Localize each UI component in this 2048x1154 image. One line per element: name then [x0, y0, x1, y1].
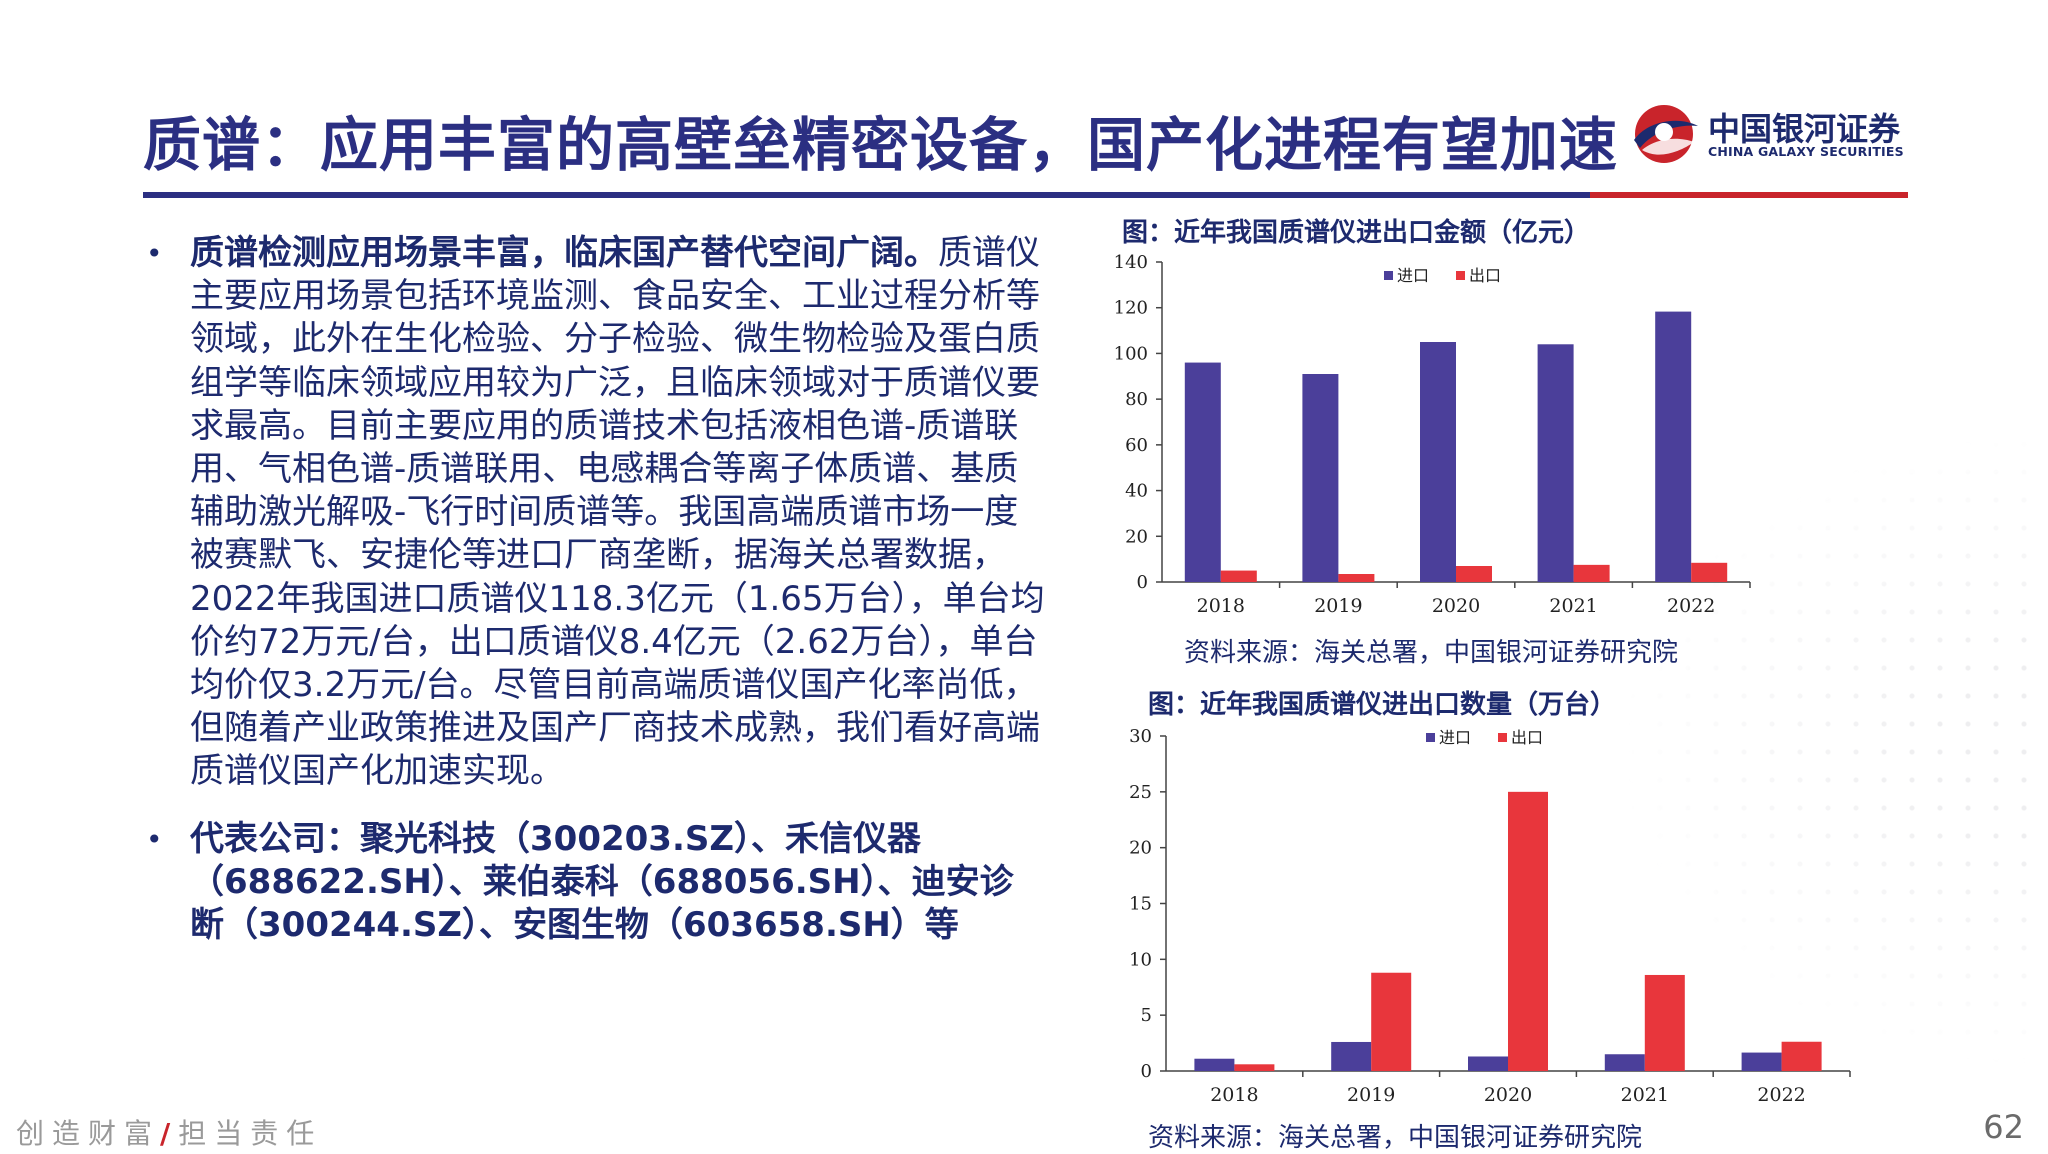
y-tick-label: 60 [1125, 435, 1148, 456]
bar-import [1302, 374, 1339, 582]
slogan-right: 担当责任 [178, 1117, 323, 1150]
x-tick-label: 2020 [1432, 595, 1480, 617]
y-tick-label: 20 [1125, 526, 1148, 547]
bar-export [1644, 974, 1685, 1071]
y-tick-label: 120 [1114, 298, 1148, 319]
y-tick-label: 100 [1114, 343, 1148, 364]
page-number: 62 [1983, 1108, 2024, 1146]
x-tick-label: 2022 [1667, 595, 1715, 617]
bar-import [1741, 1052, 1782, 1071]
logo-chinese-name: 中国银河证券 [1708, 110, 1901, 148]
y-tick-label: 10 [1129, 949, 1152, 970]
chart-import-export-value: 0 20 40 60 80 100 120 140 2018 2019 2020 2021 2022 进口… [1114, 252, 1751, 617]
bullet-lead: 质谱检测应用场景丰富，临床国产替代空间广阔。 [190, 233, 938, 273]
y-tick-label: 15 [1129, 894, 1152, 915]
bar-export [1781, 1041, 1822, 1071]
legend-label: 出口 [1469, 266, 1501, 285]
bar-import [1184, 362, 1221, 582]
legend-label: 进口 [1439, 728, 1471, 747]
x-tick-label: 2018 [1210, 1084, 1258, 1106]
y-tick-label: 0 [1137, 572, 1148, 593]
bar-import [1604, 1054, 1645, 1071]
y-tick-label: 0 [1141, 1061, 1152, 1082]
x-tick-label: 2019 [1347, 1084, 1395, 1106]
bullet-point: • 质谱检测应用场景丰富，临床国产替代空间广阔。质谱仪主要应用场景包括环境监测、… [146, 232, 1046, 794]
bar-export [1338, 574, 1375, 582]
legend-swatch-export [1498, 733, 1507, 742]
galaxy-logo-icon [1634, 105, 1698, 163]
main-text-block: • 质谱检测应用场景丰富，临床国产替代空间广阔。质谱仪主要应用场景包括环境监测、… [146, 232, 1046, 947]
legend-label: 出口 [1511, 728, 1543, 747]
bar-export [1234, 1064, 1275, 1071]
bar-import [1655, 311, 1692, 582]
slogan-divider: / [160, 1117, 179, 1150]
x-tick-label: 2018 [1197, 595, 1245, 617]
bullet-point: • 代表公司：聚光科技（300203.SZ）、禾信仪器（688622.SH）、莱… [146, 818, 1046, 948]
bar-export [1220, 570, 1257, 582]
x-tick-label: 2022 [1757, 1084, 1805, 1106]
legend-swatch-export [1456, 271, 1465, 280]
bar-import [1194, 1058, 1235, 1071]
bar-import [1331, 1041, 1372, 1071]
chart-import-export-quantity: 0 5 10 15 20 25 30 2018 2019 2020 2021 2022 进口 出口 [1129, 726, 1851, 1106]
bullet-lead: 代表公司：聚光科技（300203.SZ）、禾信仪器（688622.SH）、莱伯泰… [190, 818, 1014, 946]
legend-swatch-import [1384, 271, 1393, 280]
legend-swatch-import [1426, 733, 1435, 742]
y-tick-label: 30 [1129, 726, 1152, 747]
company-logo: 中国银河证券 CHINA GALAXY SECURITIES [1628, 100, 1918, 170]
y-tick-label: 25 [1129, 782, 1152, 803]
bar-export [1456, 566, 1492, 582]
y-tick-label: 140 [1114, 252, 1148, 273]
logo-english-name: CHINA GALAXY SECURITIES [1708, 144, 1904, 159]
bullet-icon: • [146, 237, 163, 270]
slide-title: 质谱：应用丰富的高壁垒精密设备，国产化进程有望加速 [143, 111, 1619, 179]
bullet-icon: • [146, 822, 163, 856]
y-tick-label: 5 [1141, 1005, 1152, 1026]
slogan-left: 创造财富 [16, 1117, 161, 1150]
y-tick-label: 40 [1125, 481, 1148, 502]
bar-export [1691, 562, 1728, 582]
x-tick-label: 2021 [1621, 1084, 1669, 1106]
chart-source-value: 资料来源：海关总署，中国银河证券研究院 [1184, 638, 1679, 668]
chart-source-quantity: 资料来源：海关总署，中国银河证券研究院 [1148, 1123, 1643, 1153]
footer-slogan: 创造财富/担当责任 [16, 1112, 322, 1152]
x-tick-label: 2020 [1484, 1084, 1532, 1106]
legend-label: 进口 [1397, 266, 1429, 285]
y-tick-label: 80 [1125, 389, 1148, 410]
x-tick-label: 2019 [1314, 595, 1362, 617]
x-tick-label: 2021 [1549, 595, 1597, 617]
bar-import [1420, 342, 1456, 582]
bar-export [1573, 564, 1610, 582]
bullet-body: 质谱仪主要应用场景包括环境监测、食品安全、工业过程分析等领域，此外在生化检验、分… [190, 233, 1045, 792]
title-divider-red [1590, 192, 1908, 198]
bar-import [1468, 1056, 1508, 1071]
bar-import [1537, 344, 1574, 582]
chart-title-import-export-value: 图：近年我国质谱仪进出口金额（亿元） [1122, 218, 1591, 248]
chart-title-import-export-quantity: 图：近年我国质谱仪进出口数量（万台） [1148, 690, 1617, 720]
title-divider-blue [143, 192, 1615, 198]
bar-export [1508, 791, 1548, 1071]
bar-export [1371, 972, 1412, 1071]
y-tick-label: 20 [1129, 838, 1152, 859]
